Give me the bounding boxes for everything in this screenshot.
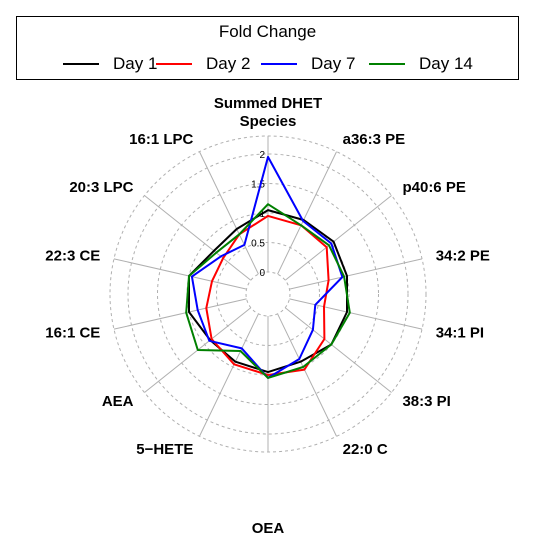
legend-swatch — [369, 63, 405, 65]
legend: Fold Change Day 1 Day 2 Day 7 Day 14 — [16, 16, 519, 80]
radar-grid-ring — [127, 153, 409, 435]
radar-spoke — [113, 258, 247, 290]
category-label: 38:3 PI — [402, 393, 450, 410]
category-label: 34:1 PI — [436, 324, 484, 341]
category-label: Summed DHET — [214, 95, 322, 112]
radar-grid-ring — [157, 183, 379, 405]
radar-spoke — [113, 298, 247, 330]
series-line-day-14 — [185, 203, 351, 379]
radar-spoke — [284, 195, 392, 281]
legend-label: Day 2 — [206, 54, 251, 73]
legend-swatch — [63, 63, 99, 65]
legend-label: Day 7 — [311, 54, 356, 73]
radar-spoke — [198, 313, 259, 437]
category-label: OEA — [252, 520, 285, 537]
series-line-day-1 — [188, 209, 348, 374]
radar-spoke — [289, 258, 423, 290]
radar-spoke — [277, 151, 338, 275]
series-line-day-2 — [205, 214, 330, 376]
legend-label: Day 1 — [113, 54, 158, 73]
radar-spoke — [289, 298, 423, 330]
category-label: Species — [240, 113, 297, 130]
category-label: 5−HETE — [136, 441, 193, 458]
category-label: AEA — [102, 393, 134, 410]
legend-swatch — [261, 63, 297, 65]
category-label: 16:1 CE — [45, 324, 100, 341]
legend-swatch — [156, 63, 192, 65]
radar-grid-ring — [216, 242, 320, 346]
category-label: 20:3 LPC — [69, 179, 133, 196]
category-label: a36:3 PE — [343, 131, 406, 148]
radar-grid-ring — [245, 271, 291, 317]
radar-spoke — [198, 151, 259, 275]
category-label: 22:0 C — [343, 441, 388, 458]
radial-tick-label: 2 — [259, 150, 265, 161]
radar-outer-ring — [109, 135, 427, 453]
radar-spoke — [284, 307, 392, 393]
radar-spoke — [277, 313, 338, 437]
legend-title: Fold Change — [218, 22, 317, 41]
category-label: p40:6 PE — [402, 179, 465, 196]
radial-tick-label: 1.5 — [251, 180, 265, 191]
legend-label: Day 14 — [419, 54, 473, 73]
category-label: 34:2 PE — [436, 248, 490, 265]
radar-spoke — [144, 195, 252, 281]
category-label: 16:1 LPC — [129, 131, 193, 148]
radial-tick-label: 0.5 — [251, 239, 265, 250]
category-label: 22:3 CE — [45, 248, 100, 265]
radial-tick-label: 0 — [259, 268, 265, 279]
